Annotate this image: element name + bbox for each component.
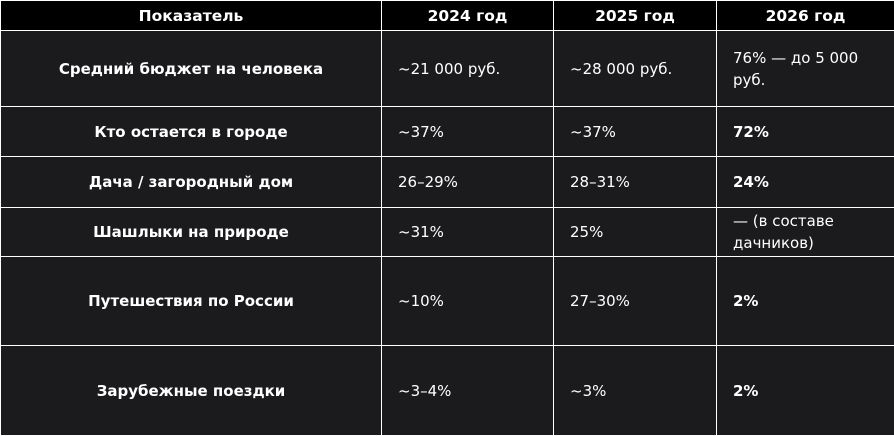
cell-2026: 24% — [717, 157, 894, 208]
cell-2025: ~37% — [554, 107, 717, 157]
cell-2024: ~37% — [382, 107, 554, 157]
header-2024: 2024 год — [382, 1, 554, 31]
cell-2024: 26–29% — [382, 157, 554, 208]
row-label: Дача / загородный дом — [1, 157, 382, 208]
table-row: Средний бюджет на человека ~21 000 руб. … — [1, 31, 894, 107]
cell-2025: 28–31% — [554, 157, 717, 208]
table-header: Показатель 2024 год 2025 год 2026 год — [1, 1, 894, 31]
cell-2026: 76% — до 5 000 руб. — [717, 31, 894, 107]
header-2025: 2025 год — [554, 1, 717, 31]
table-row: Шашлыки на природе ~31% 25% — (в составе… — [1, 208, 894, 257]
cell-2026: — (в составе дачников) — [717, 208, 894, 257]
table-row: Кто остается в городе ~37% ~37% 72% — [1, 107, 894, 157]
cell-2024: ~3–4% — [382, 346, 554, 436]
table-row: Зарубежные поездки ~3–4% ~3% 2% — [1, 346, 894, 436]
table-body: Средний бюджет на человека ~21 000 руб. … — [1, 31, 894, 436]
cell-2025: ~28 000 руб. — [554, 31, 717, 107]
cell-2026: 2% — [717, 257, 894, 346]
row-label: Шашлыки на природе — [1, 208, 382, 257]
table-row: Путешествия по России ~10% 27–30% 2% — [1, 257, 894, 346]
row-label: Средний бюджет на человека — [1, 31, 382, 107]
header-2026: 2026 год — [717, 1, 894, 31]
row-label: Путешествия по России — [1, 257, 382, 346]
header-indicator: Показатель — [1, 1, 382, 31]
cell-2024: ~21 000 руб. — [382, 31, 554, 107]
cell-2025: 25% — [554, 208, 717, 257]
table-row: Дача / загородный дом 26–29% 28–31% 24% — [1, 157, 894, 208]
row-label: Зарубежные поездки — [1, 346, 382, 436]
cell-2024: ~31% — [382, 208, 554, 257]
cell-2025: ~3% — [554, 346, 717, 436]
cell-2026: 2% — [717, 346, 894, 436]
cell-2026: 72% — [717, 107, 894, 157]
cell-2024: ~10% — [382, 257, 554, 346]
cell-2025: 27–30% — [554, 257, 717, 346]
row-label: Кто остается в городе — [1, 107, 382, 157]
